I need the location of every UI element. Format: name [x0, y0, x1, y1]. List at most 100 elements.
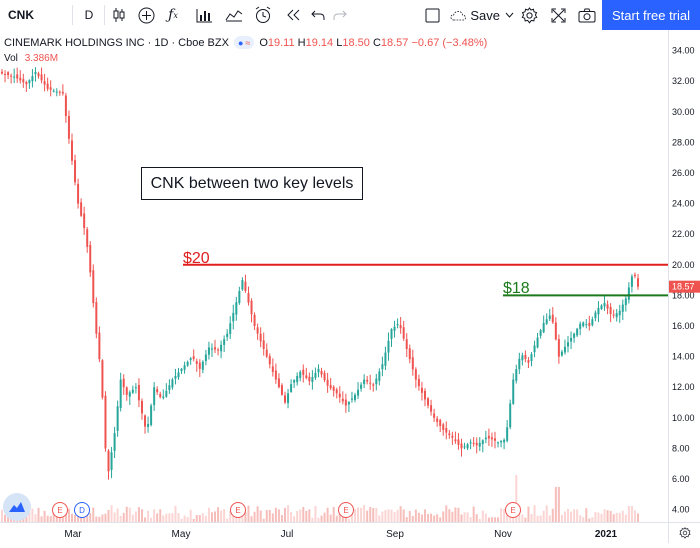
volume-bar	[478, 518, 481, 522]
save-button[interactable]: Save	[450, 0, 500, 30]
candle-body	[591, 319, 594, 326]
earnings-marker[interactable]: E	[230, 502, 246, 518]
volume-bar	[244, 512, 247, 522]
volume-bar	[101, 514, 104, 522]
earnings-marker[interactable]: E	[52, 502, 68, 518]
candle-body	[344, 399, 347, 406]
candle-body	[119, 379, 122, 409]
candle-body	[320, 371, 323, 375]
layout-icon[interactable]	[421, 0, 443, 30]
volume-bar	[475, 514, 478, 522]
undo-icon[interactable]	[307, 0, 329, 30]
candle-body	[460, 443, 463, 449]
volume-bar	[363, 505, 366, 522]
volume-bar	[314, 505, 317, 522]
annotation-box[interactable]: CNK between two key levels	[141, 167, 363, 200]
volume-bar	[137, 507, 140, 522]
candle-body	[43, 81, 46, 85]
candle-body	[28, 80, 31, 84]
candle-body	[302, 369, 305, 375]
add-indicator-icon[interactable]	[135, 0, 157, 30]
volume-bar	[204, 515, 207, 522]
volume-bar	[582, 517, 585, 522]
volume-bar	[597, 512, 600, 522]
time-tick-label: 2021	[595, 529, 618, 540]
volume-bar	[612, 514, 615, 522]
symbol-search-button[interactable]: CNK	[8, 8, 34, 22]
start-free-trial-button[interactable]: Start free trial	[602, 0, 700, 30]
candle-body	[570, 337, 573, 342]
candle-body	[4, 73, 7, 75]
candle-body	[220, 344, 223, 352]
volume-bar	[579, 515, 582, 522]
volume-bar	[420, 514, 423, 522]
volume-bar	[226, 518, 229, 522]
time-axis-labels: Mar May Jul Sep Nov 2021	[64, 529, 618, 540]
volume-bar	[192, 518, 195, 522]
volume-bar	[159, 509, 162, 522]
candle-body	[10, 75, 13, 77]
tradingview-logo[interactable]	[3, 493, 31, 521]
candle-body	[137, 384, 140, 401]
candle-body	[110, 452, 113, 470]
candle-body	[34, 72, 37, 75]
visibility-toggle[interactable]: ● ≈	[233, 36, 255, 49]
chart-plot-area[interactable]	[0, 30, 668, 522]
volume-bar	[180, 518, 183, 522]
candles-icon[interactable]	[108, 0, 130, 30]
legend-close: 18.57	[380, 36, 409, 49]
chevron-down-icon[interactable]	[501, 0, 517, 30]
candle-body	[293, 380, 296, 383]
candle-body	[624, 298, 627, 306]
candle-body	[503, 439, 506, 443]
candle-body	[144, 415, 147, 427]
volume-bar	[630, 505, 633, 522]
gear-icon[interactable]	[518, 0, 540, 30]
replay-icon[interactable]	[282, 0, 304, 30]
candle-body	[232, 312, 235, 322]
time-axis[interactable]: Mar May Jul Sep Nov 2021	[0, 522, 668, 543]
compare-icon[interactable]	[222, 0, 246, 30]
candle-body	[226, 333, 229, 338]
candle-body	[122, 378, 125, 388]
chart-type-icon[interactable]	[193, 0, 215, 30]
price-axis[interactable]: 34.00 32.00 30.00 28.00 26.00 24.00 22.00 20.00…	[668, 30, 700, 522]
legend-high: 19.14	[305, 36, 334, 49]
earnings-marker[interactable]: E	[338, 502, 354, 518]
volume-bar	[329, 514, 332, 522]
candle-body	[539, 330, 542, 336]
alert-clock-icon[interactable]	[251, 0, 275, 30]
candle-body	[594, 312, 597, 319]
volume-bar	[177, 512, 180, 522]
volume-bar	[119, 515, 122, 522]
volume-bar	[521, 514, 524, 522]
candle-body	[369, 382, 372, 384]
candle-body	[350, 398, 353, 400]
dividend-marker[interactable]: D	[74, 502, 90, 518]
volume-bar	[436, 514, 439, 522]
volume-bar	[585, 508, 588, 522]
volume-bar	[92, 507, 95, 522]
volume-bar	[326, 507, 329, 522]
volume-bar	[570, 511, 573, 522]
earnings-marker[interactable]: E	[505, 502, 521, 518]
volume-bar	[433, 515, 436, 522]
interval-button[interactable]: D	[84, 8, 94, 22]
price-tick-label: 34.00	[672, 46, 695, 56]
camera-icon[interactable]	[576, 0, 598, 30]
volume-bar	[591, 517, 594, 522]
candle-body	[153, 387, 156, 406]
candle-body	[214, 347, 217, 350]
fullscreen-icon[interactable]	[547, 0, 569, 30]
candle-body	[168, 385, 171, 390]
axis-settings-gear[interactable]	[668, 522, 700, 543]
redo-icon[interactable]	[329, 0, 351, 30]
candle-body	[618, 310, 621, 316]
legend-low-label: L	[336, 36, 343, 49]
candle-body	[548, 315, 551, 319]
volume-bar	[4, 514, 7, 522]
volume-bar	[369, 506, 372, 522]
volume-bar	[268, 509, 271, 522]
candle-body	[128, 392, 131, 397]
